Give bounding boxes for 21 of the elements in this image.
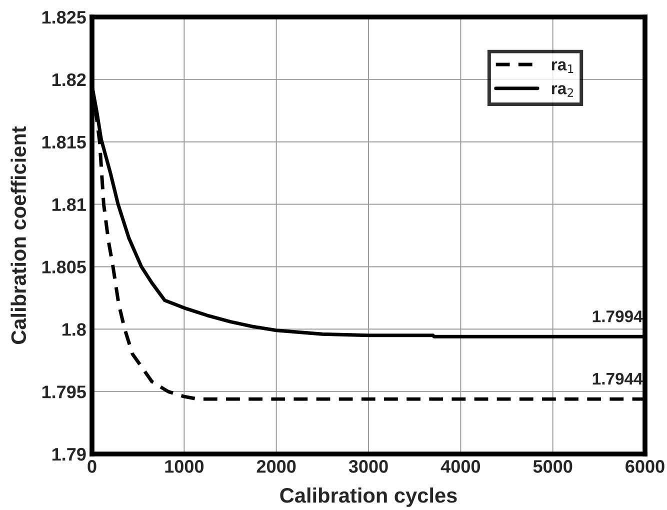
y-axis-title: Calibration coefficient <box>10 126 26 344</box>
y-tick-label: 1.79 <box>52 448 86 461</box>
annotation: 1.7994 <box>592 310 643 322</box>
x-tick-label: 5000 <box>533 460 572 473</box>
y-tick-label: 1.795 <box>42 386 86 398</box>
x-tick-label: 2000 <box>256 460 296 473</box>
x-tick-label: 3000 <box>348 460 388 473</box>
y-tick-label: 1.81 <box>52 198 86 212</box>
y-tick-label: 1.82 <box>52 73 86 86</box>
x-tick-label: 0 <box>88 460 96 473</box>
y-tick-label: 1.825 <box>42 10 86 24</box>
y-tick-label: 1.815 <box>42 136 86 149</box>
x-axis-title: Calibration cycles <box>280 488 457 507</box>
y-tick-label: 1.805 <box>42 260 86 274</box>
x-tick-label: 4000 <box>440 460 480 473</box>
y-tick-label: 1.8 <box>62 323 86 336</box>
x-tick-label: 6000 <box>626 460 664 473</box>
legend-label: ra$_{2}$ <box>552 85 574 97</box>
x-tick-label: 1000 <box>165 460 204 473</box>
annotation: 1.7944 <box>592 372 643 385</box>
legend-label: ra$_{1}$ <box>552 61 574 74</box>
